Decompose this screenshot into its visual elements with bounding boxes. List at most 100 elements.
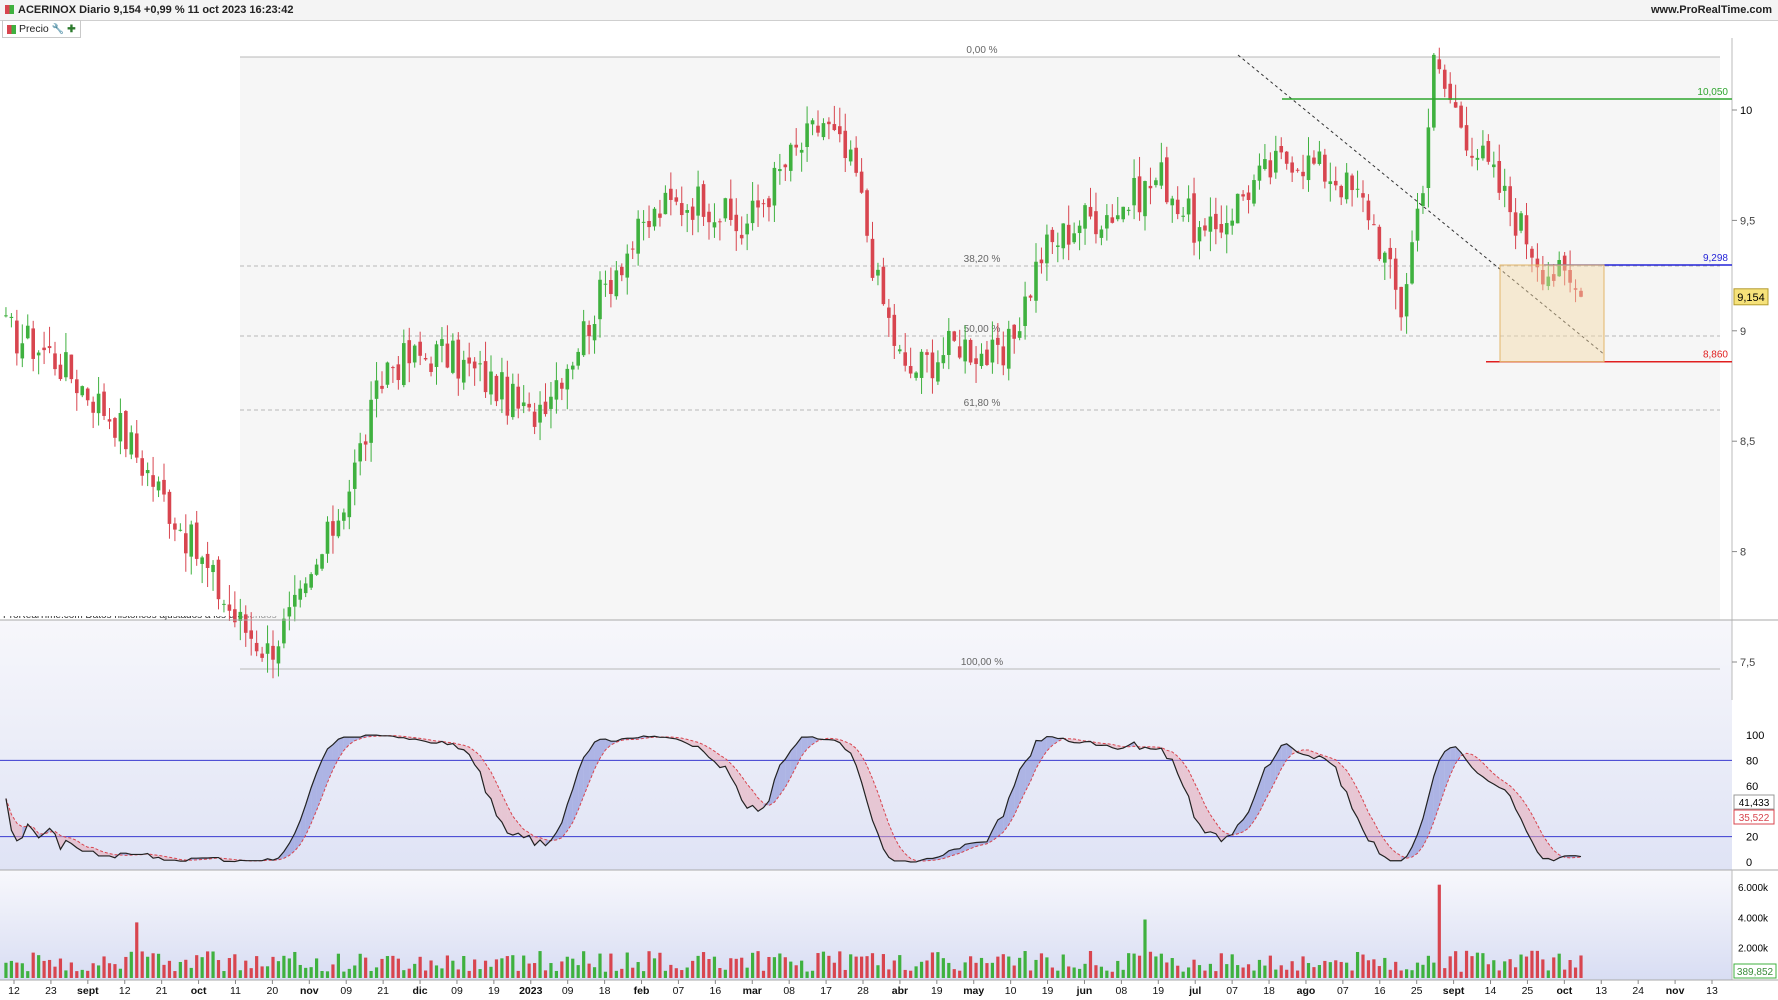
volume-bar [696,955,700,978]
stochastic-pane[interactable] [0,620,1732,870]
candle-body [58,364,63,380]
add-icon[interactable]: ✚ [78,772,87,784]
wrench-icon[interactable]: 🔧 [62,772,76,784]
consolidation-box[interactable] [1499,264,1605,363]
wrench-icon[interactable]: 🔧 [51,23,65,35]
stochastic-fill [425,739,432,744]
stochastic-fill [916,860,922,862]
price-pane-label[interactable]: Precio 🔧 ✚ [2,20,81,38]
price-pane-title: Precio [19,23,49,35]
volume-bar [587,963,591,978]
candle-body [598,279,602,320]
volume-pane-label[interactable]: Volumen 🔧 ✚ [2,769,92,787]
volume-bar [832,962,836,978]
candle-body [1132,177,1136,206]
stochastic-fill [877,792,884,849]
x-axis-label: jun [1076,985,1093,997]
stochastic-fill [76,840,83,852]
candle-body [876,269,880,276]
volume-bar [527,963,531,978]
candle-body [254,642,259,652]
support-label: 8,860 [1703,350,1728,361]
add-icon[interactable]: ✚ [67,23,76,35]
candle-body [919,351,924,378]
stochastic-fill [27,824,34,831]
stochastic-fill [1428,776,1434,836]
stochastic-fill [845,741,851,754]
stochastic-fill [1537,824,1543,859]
volume-bar [560,961,564,978]
stochastic-fill [801,737,808,757]
volume-bar [1503,961,1507,978]
stochastic-fill [131,854,137,856]
trend-line[interactable] [1237,54,1606,356]
volume-bar [1034,959,1038,978]
x-axis-label: 18 [599,985,611,997]
volume-pane[interactable] [0,870,1732,980]
volume-bar [680,970,684,978]
x-axis-label: mar [743,985,762,997]
candle-body [848,149,853,162]
add-icon[interactable]: ✚ [130,625,139,637]
site-link[interactable]: www.ProRealTime.com [1650,4,1772,16]
candle-body [429,363,433,372]
stochastic-fill [1297,749,1304,755]
candle-body [1159,162,1164,186]
volume-bar [1475,952,1480,978]
volume-bar [20,963,24,978]
candle-body [658,213,662,218]
candle-body [1290,162,1294,173]
stochastic-fill [981,841,987,846]
candle-body [1502,185,1507,191]
stochastic-fill [719,755,726,768]
stochastic-fill [1008,785,1015,825]
stochastic-fill [431,740,437,744]
candle-body [968,339,973,363]
volume-bar [216,960,221,978]
volume-bar [1061,954,1065,978]
volume-bar [429,960,433,978]
stochastic-fill [1194,781,1200,825]
stochastic-fill [654,736,660,738]
volume-bar [1078,968,1082,978]
stochastic-fill [605,739,611,750]
volume-bar [1557,953,1561,978]
volume-bar [320,970,324,978]
volume-bar [374,967,379,978]
candle-body [641,221,646,223]
volume-bar [598,953,602,978]
candle-body [1295,169,1300,171]
candle-body [298,588,303,600]
candle-body [647,220,651,228]
volume-bar [1208,963,1212,978]
volume-bar [500,958,504,978]
candle-body [1246,192,1251,201]
volume-bar [990,962,994,978]
candle-body [107,419,112,422]
candle-body [1230,220,1234,226]
candle-body [1137,176,1142,213]
stochastic-fill [349,737,355,745]
volume-bar [947,962,951,978]
stochastic-fill [1564,855,1571,858]
candle-body [1061,223,1066,249]
price-pane[interactable] [0,38,1732,616]
stochastic-fill [5,798,12,831]
volume-bar [1246,964,1251,978]
volume-bar [898,955,902,978]
volume-bar [805,971,809,978]
stochastic-fill [823,738,829,740]
x-axis-label: 19 [931,985,943,997]
volume-bar [903,969,907,978]
candle-body [788,144,793,171]
volume-bar [854,956,858,978]
wrench-icon[interactable]: 🔧 [114,625,128,637]
stochastic-pane-label[interactable]: Estocástico (20 6 6) 🔧 ✚ [2,622,144,640]
stochastic-fill [1041,736,1047,760]
volume-bar [1007,956,1011,978]
stochastic-fill [1226,833,1233,837]
candle-body [947,330,951,355]
stochastic-fill [1406,846,1413,859]
volume-bar [1339,961,1343,978]
